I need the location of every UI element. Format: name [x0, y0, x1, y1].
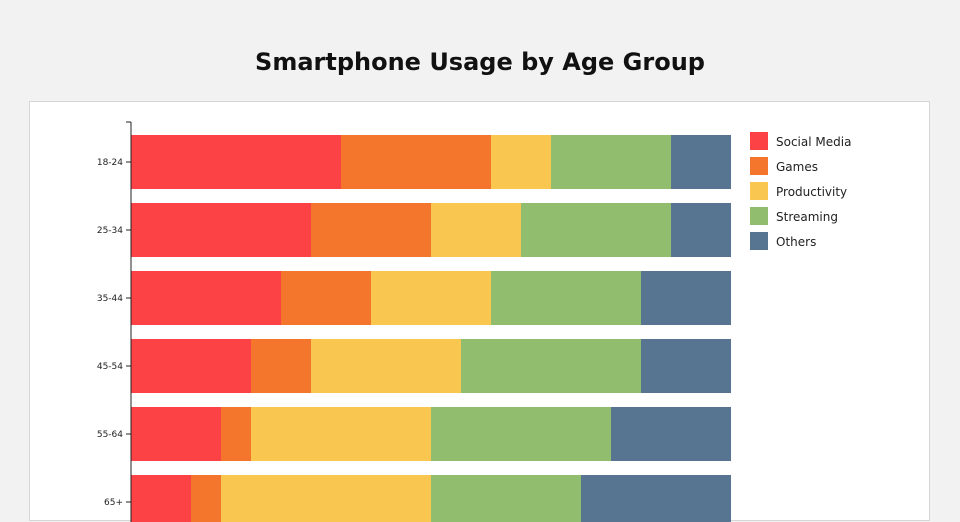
legend-swatch-productivity — [750, 182, 768, 200]
bar-others-45-54 — [641, 339, 731, 393]
bar-streaming-18-24 — [551, 135, 671, 189]
chart-panel: 18-24 25-34 35-44 45-54 55-64 65+ Social Medi… — [29, 101, 930, 522]
bar-games-45-54 — [251, 339, 311, 393]
y-tick-label: 35-44 — [97, 294, 123, 304]
legend-label-streaming: Streaming — [776, 210, 838, 224]
bar-social-media-25-34 — [131, 203, 311, 257]
bar-streaming-55-64 — [431, 407, 611, 461]
bar-social-media-65+ — [131, 475, 191, 522]
legend-label-others: Others — [776, 235, 816, 249]
legend-swatch-social-media — [750, 132, 768, 150]
bar-social-media-45-54 — [131, 339, 251, 393]
bar-productivity-25-34 — [431, 203, 521, 257]
bar-games-35-44 — [281, 271, 371, 325]
y-tick-label: 18-24 — [97, 158, 123, 168]
legend-label-games: Games — [776, 160, 818, 174]
y-tick-label: 55-64 — [97, 430, 123, 440]
bar-others-18-24 — [671, 135, 731, 189]
legend: Social Media Games Productivity Streaming Ot… — [750, 132, 851, 250]
bar-others-25-34 — [671, 203, 731, 257]
bar-productivity-65+ — [221, 475, 431, 522]
bar-others-65+ — [581, 475, 731, 522]
bar-social-media-18-24 — [131, 135, 341, 189]
bar-streaming-25-34 — [521, 203, 671, 257]
bar-social-media-55-64 — [131, 407, 221, 461]
bar-others-55-64 — [611, 407, 731, 461]
legend-swatch-games — [750, 157, 768, 175]
bar-streaming-35-44 — [491, 271, 641, 325]
y-tick-label: 25-34 — [97, 226, 123, 236]
legend-swatch-streaming — [750, 207, 768, 225]
bar-productivity-55-64 — [251, 407, 431, 461]
legend-swatch-others — [750, 232, 768, 250]
bar-social-media-35-44 — [131, 271, 281, 325]
bars-group — [131, 135, 731, 522]
bar-games-55-64 — [221, 407, 251, 461]
bar-games-18-24 — [341, 135, 491, 189]
bar-streaming-65+ — [431, 475, 581, 522]
bar-productivity-45-54 — [311, 339, 461, 393]
chart-title: Smartphone Usage by Age Group — [255, 48, 705, 76]
bar-games-65+ — [191, 475, 221, 522]
legend-label-social-media: Social Media — [776, 135, 851, 149]
bar-productivity-35-44 — [371, 271, 491, 325]
bar-productivity-18-24 — [491, 135, 551, 189]
bar-streaming-45-54 — [461, 339, 641, 393]
bar-games-25-34 — [311, 203, 431, 257]
y-tick-label: 45-54 — [97, 362, 123, 372]
legend-label-productivity: Productivity — [776, 185, 847, 199]
bar-others-35-44 — [641, 271, 731, 325]
